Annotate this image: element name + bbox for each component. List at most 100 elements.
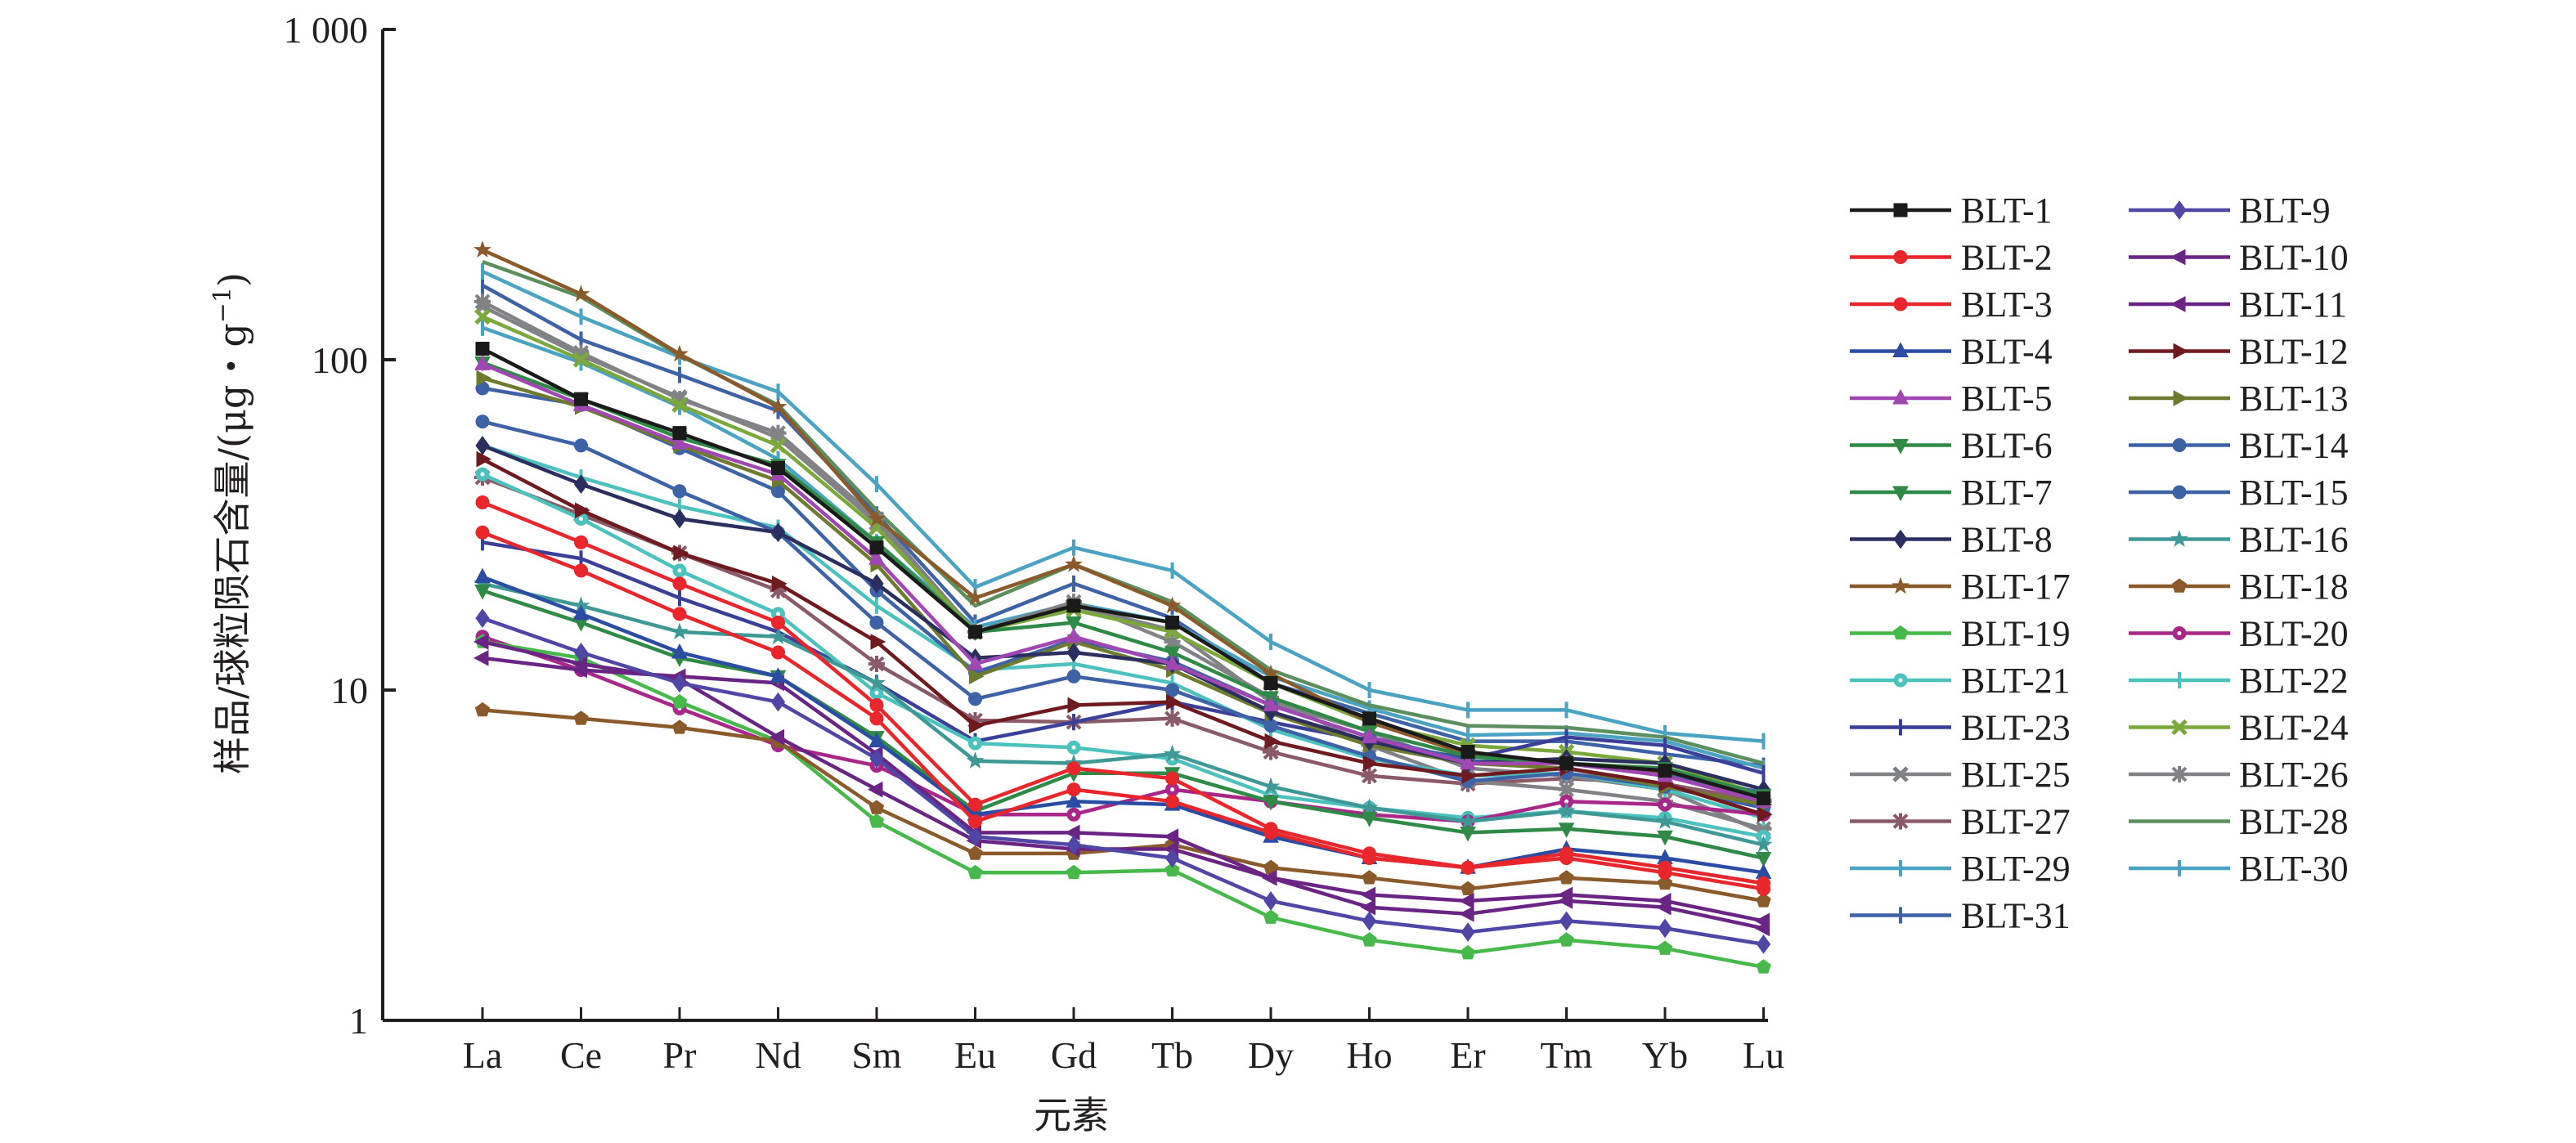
series-line [482,443,1765,791]
x-marker [572,352,590,368]
data-point [1361,811,1378,827]
circle-marker [869,616,884,630]
data-point [1263,891,1278,911]
x-tick-label-ce: Ce [560,1034,602,1076]
circle-marker [1757,876,1770,890]
data-point [1066,864,1082,880]
series-blt-12 [476,450,1773,823]
data-point [869,697,884,712]
triangle-down-marker [1263,795,1279,811]
pentagon-marker [1460,944,1476,960]
data-point [1757,806,1773,823]
data-point [1163,596,1182,614]
series-line [482,259,1765,765]
pentagon-marker [1559,932,1574,947]
circle-dot-center [1071,812,1076,817]
data-point [1458,905,1474,922]
legend-label: BLT-26 [2239,755,2349,795]
legend: BLT-1 BLT-2 BLT-3 BLT-4 BLT-5 BLT-6 BLT-7 BLT-8… [1850,190,2349,936]
triangle-down-marker [1892,439,1909,455]
circle-marker [1165,683,1179,697]
pentagon-marker [1165,862,1180,877]
legend-item-blt-1: BLT-1 [1850,190,2053,231]
y-axis-title-superscript: −1 [209,287,237,323]
data-point [672,576,687,591]
data-point [770,424,787,442]
data-point [770,522,786,543]
triangle-up-marker [868,732,885,748]
x-tick-label-gd: Gd [1051,1034,1097,1076]
triangle-up-marker [1892,342,1909,357]
data-point [868,732,885,748]
legend-label: BLT-14 [2239,426,2349,466]
circle-marker [1066,782,1081,797]
triangle-right-marker [476,450,492,468]
square-marker [869,540,884,555]
star-marker [1459,812,1477,830]
series-line [481,347,1765,800]
data-point [1360,886,1376,903]
data-point [769,728,784,746]
circle-marker [968,797,982,812]
circle-marker [1893,250,1908,264]
legend-item-blt-4: BLT-4 [1850,332,2053,372]
legend-label: BLT-6 [1961,426,2053,466]
data-point [967,654,984,670]
data-point [1263,909,1279,924]
data-point [1066,782,1081,797]
series-line [482,581,1765,847]
star-marker [769,397,788,415]
x-tick-label-eu: Eu [954,1034,996,1076]
series-line [482,362,1765,804]
circle-dot-center [1071,745,1076,750]
series-blt-13 [476,370,1773,813]
diamond-marker [1559,911,1574,931]
data-point [1066,643,1081,662]
data-point [770,692,786,712]
data-point [1461,922,1475,942]
data-point [1164,710,1181,727]
pentagon-marker [671,694,688,709]
data-point [967,845,983,860]
square-marker [1560,756,1573,771]
data-point [1263,675,1278,690]
data-point [474,567,491,584]
legend-label: BLT-4 [1961,332,2053,372]
legend-label: BLT-28 [2239,802,2349,842]
data-point [1757,791,1770,805]
legend-item-blt-5: BLT-5 [1850,379,2053,419]
data-point [869,573,884,594]
circle-marker [1263,822,1278,836]
data-point [868,656,885,673]
circle-marker [869,697,884,712]
pentagon-marker [1362,870,1377,885]
data-point [1559,870,1574,885]
data-point [968,692,982,706]
data-point [868,800,885,814]
triangle-up-marker [967,654,984,670]
diamond-marker [1461,922,1475,942]
legend-label: BLT-18 [2239,567,2349,607]
asterisk-marker [1263,743,1279,760]
legend-item-blt-31: BLT-31 [1850,896,2071,936]
series-line [482,616,1764,947]
asterisk-marker [1164,710,1181,727]
triangle-left-marker [1458,893,1474,909]
data-point [1166,693,1182,710]
legend-item-blt-3: BLT-3 [1850,285,2053,325]
pentagon-marker [671,719,688,734]
triangle-down-marker [1460,826,1476,842]
data-point [1264,733,1281,750]
data-point [1459,812,1477,830]
triangle-right-marker [575,502,590,519]
data-point [1263,795,1279,811]
data-point [672,484,687,499]
square-marker [672,426,687,441]
circle-marker [475,415,490,429]
triangle-up-marker [770,667,787,683]
triangle-left-marker [1163,828,1178,845]
data-point [770,667,787,683]
diamond-marker [573,643,589,662]
data-point [1362,711,1376,726]
pentagon-marker [1756,893,1771,908]
